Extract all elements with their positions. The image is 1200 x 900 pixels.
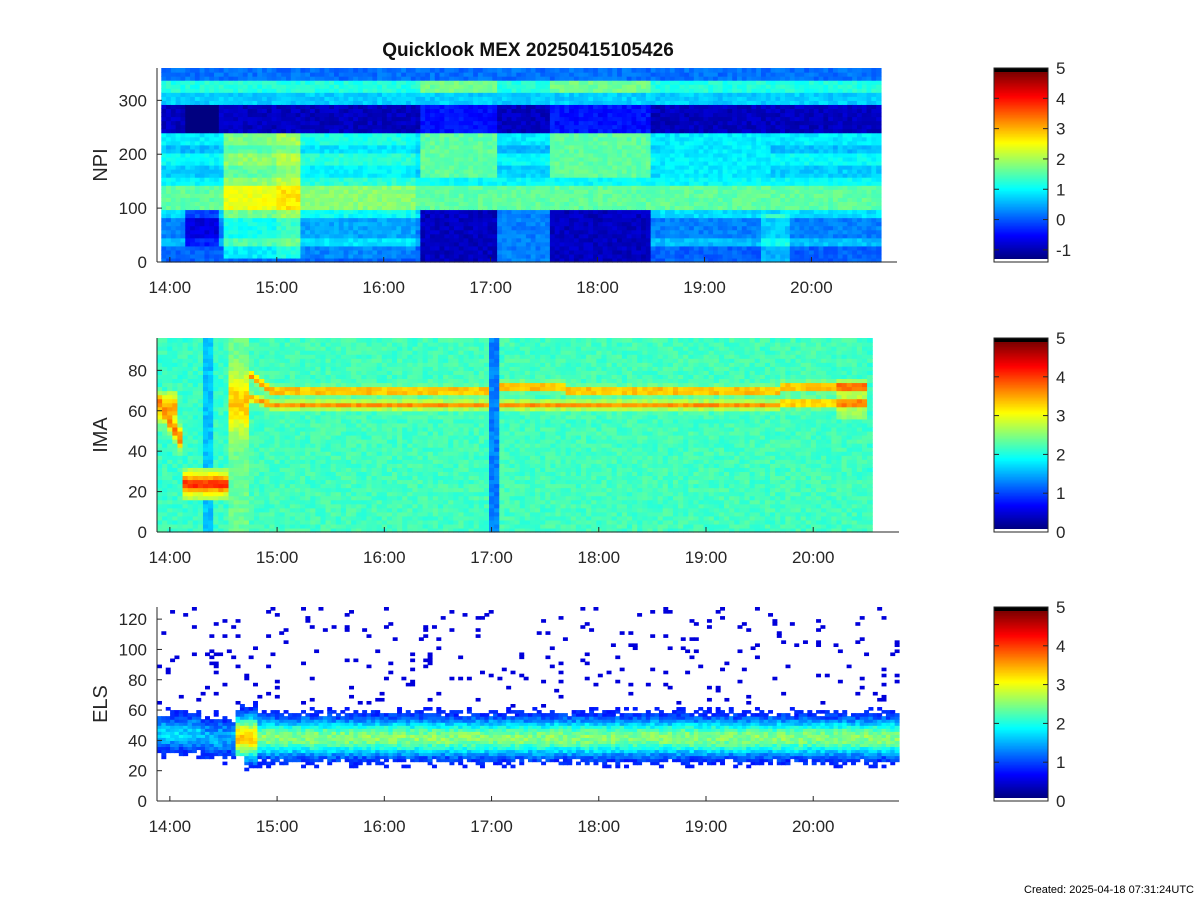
colorbar-tick-label: -1 [1056, 241, 1071, 260]
x-tick-label: 17:00 [469, 278, 512, 297]
x-tick-label: 20:00 [790, 278, 833, 297]
colorbar-tick-label: 3 [1056, 676, 1065, 695]
created-timestamp: Created: 2025-04-18 07:31:24UTC [1024, 884, 1194, 896]
colorbar-tick-label: 5 [1056, 59, 1065, 78]
x-tick-label: 15:00 [255, 278, 298, 297]
colorbar-tick-label: 5 [1056, 329, 1065, 348]
colorbar-tick-label: 1 [1056, 180, 1065, 199]
heatmap-cells [157, 338, 873, 533]
colorbar: 0 1 2 3 4 5 [993, 598, 1065, 811]
colorbar-tick-label: 3 [1056, 407, 1065, 426]
colorbar-overflow [994, 607, 1048, 611]
x-tick-label: 14:00 [149, 548, 192, 567]
colorbar-tick-label: 0 [1056, 792, 1065, 811]
colorbar-underflow [994, 798, 1048, 801]
x-tick-label: 17:00 [470, 548, 513, 567]
x-tick-label: 20:00 [792, 817, 835, 836]
colorbar-frame [993, 337, 1049, 533]
colorbar-tick-label: 1 [1056, 753, 1065, 772]
y-axis-label: NPI [90, 148, 112, 181]
y-tick-label: 200 [119, 145, 147, 164]
colorbar: 0 1 2 3 4 5 [993, 329, 1065, 542]
y-tick-label: 40 [128, 442, 147, 461]
colorbar-tick-label: 4 [1056, 368, 1065, 387]
y-tick-label: 100 [119, 640, 147, 659]
colorbar: -1 0 1 2 3 4 5 [993, 59, 1071, 263]
y-tick-label: 0 [138, 253, 147, 272]
colorbar-underflow [994, 259, 1048, 262]
colorbar-frame [993, 67, 1049, 263]
x-tick-label: 19:00 [685, 817, 728, 836]
y-tick-label: 80 [128, 361, 147, 380]
y-tick-label: 40 [128, 731, 147, 750]
x-tick-label: 20:00 [792, 548, 835, 567]
y-tick-label: 20 [128, 762, 147, 781]
colorbar-underflow [994, 529, 1048, 532]
x-tick-label: 16:00 [362, 278, 405, 297]
colorbar-tick-label: 0 [1056, 523, 1065, 542]
x-tick-label: 18:00 [576, 278, 619, 297]
y-tick-label: 60 [128, 701, 147, 720]
colorbar-tick-label: 2 [1056, 714, 1065, 733]
x-tick-label: 18:00 [577, 548, 620, 567]
colorbar-tick-label: 1 [1056, 484, 1065, 503]
x-tick-label: 14:00 [149, 278, 192, 297]
axes-2: 0 20 40 60 80 14:00 15:00 16:00 17:00 18:00 19:00 2… [90, 338, 899, 567]
colorbar-tick-label: 2 [1056, 150, 1065, 169]
x-tick-label: 15:00 [256, 548, 299, 567]
colorbar-overflow [994, 338, 1048, 342]
heatmap-cells [157, 607, 900, 772]
colorbar-tick-label: 4 [1056, 637, 1065, 656]
x-tick-label: 17:00 [470, 817, 513, 836]
y-tick-label: 80 [128, 671, 147, 690]
y-tick-label: 20 [128, 483, 147, 502]
colorbar-tick-label: 4 [1056, 89, 1065, 108]
x-tick-label: 19:00 [683, 278, 726, 297]
x-tick-label: 16:00 [363, 817, 406, 836]
x-tick-label: 14:00 [149, 817, 192, 836]
x-tick-label: 19:00 [685, 548, 728, 567]
colorbar-tick-label: 2 [1056, 445, 1065, 464]
figure-title: Quicklook MEX 20250415105426 [382, 40, 674, 61]
axes-3: 0 20 40 60 80 100 120 14:00 15:00 16:00 17:00 18:00… [90, 607, 899, 836]
x-tick-label: 15:00 [256, 817, 299, 836]
colorbar-tick-label: 5 [1056, 598, 1065, 617]
y-tick-label: 120 [119, 610, 147, 629]
axes-1: 0 100 200 300 14:00 15:00 16:00 17:00 18:00 19:00… [90, 68, 897, 297]
colorbar-tick-label: 0 [1056, 211, 1065, 230]
x-tick-label: 16:00 [363, 548, 406, 567]
y-axis-label: ELS [90, 685, 112, 723]
heatmap-cells [161, 68, 882, 263]
y-tick-label: 0 [138, 792, 147, 811]
colorbar-frame [993, 606, 1049, 802]
colorbar-tick-label: 3 [1056, 120, 1065, 139]
x-tick-label: 18:00 [577, 817, 620, 836]
y-axis-label: IMA [90, 417, 112, 453]
colorbar-overflow [994, 68, 1048, 72]
y-tick-label: 60 [128, 402, 147, 421]
y-tick-label: 300 [119, 91, 147, 110]
y-tick-label: 100 [119, 199, 147, 218]
y-tick-label: 0 [138, 523, 147, 542]
